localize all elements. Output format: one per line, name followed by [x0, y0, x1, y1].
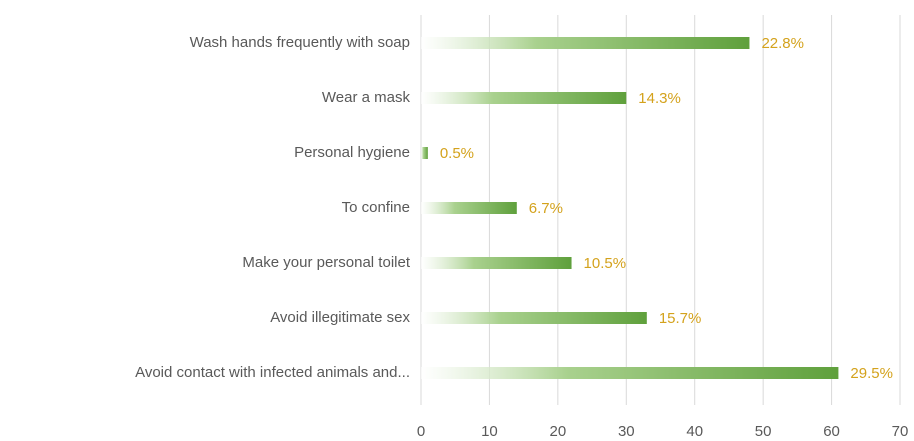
x-tick-label: 0	[417, 423, 425, 440]
data-label: 6.7%	[529, 200, 563, 217]
data-label: 0.5%	[440, 145, 474, 162]
bar	[421, 37, 750, 49]
x-tick-label: 70	[892, 423, 909, 440]
x-tick-label: 60	[823, 423, 840, 440]
bar	[421, 312, 647, 324]
x-tick-label: 10	[481, 423, 498, 440]
data-label: 29.5%	[850, 365, 893, 382]
data-label: 10.5%	[584, 255, 627, 272]
bar	[421, 147, 428, 159]
y-tick-label: Avoid contact with infected animals and.…	[135, 364, 410, 381]
bar	[421, 92, 627, 104]
x-tick-label: 50	[755, 423, 772, 440]
x-tick-label: 40	[686, 423, 703, 440]
y-tick-label: Wash hands frequently with soap	[190, 34, 410, 51]
x-tick-label: 30	[618, 423, 635, 440]
y-tick-label: Make your personal toilet	[242, 254, 410, 271]
bar	[421, 202, 517, 214]
y-tick-label: Avoid illegitimate sex	[270, 309, 410, 326]
y-tick-label: To confine	[342, 199, 410, 216]
bar	[421, 257, 572, 269]
bar	[421, 367, 839, 379]
data-label: 22.8%	[761, 35, 804, 52]
y-tick-label: Personal hygiene	[294, 144, 410, 161]
y-tick-label: Wear a mask	[322, 89, 411, 106]
x-tick-label: 20	[550, 423, 567, 440]
data-label: 14.3%	[638, 90, 681, 107]
data-label: 15.7%	[659, 310, 702, 327]
